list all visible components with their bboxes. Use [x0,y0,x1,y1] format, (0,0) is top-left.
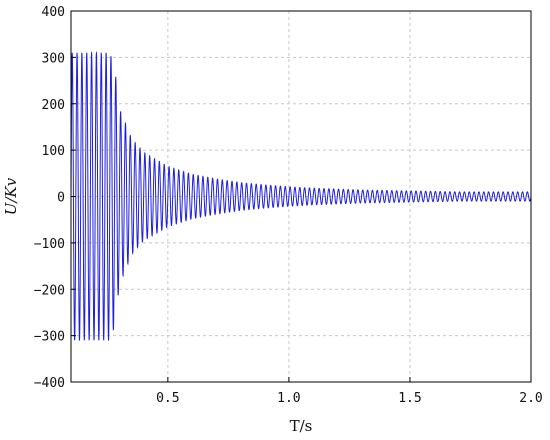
y-axis-label: U/Kv [2,177,20,215]
y-tick-labels: −400 −300 −200 −100 0 100 200 300 400 [34,5,65,391]
x-tick-labels: 0.5 1.0 1.5 2.0 [156,391,543,406]
x-tick-label: 1.5 [398,391,421,406]
y-tick-label: 0 [57,191,65,206]
x-tick-label: 2.0 [519,391,542,406]
y-tick-label: 300 [42,51,65,66]
y-tick-label: 100 [42,144,65,159]
y-tick-label: −200 [34,283,65,298]
series-line [70,51,532,341]
y-tick-label: −300 [34,330,65,345]
tick-marks [71,10,532,383]
x-axis-label: T/s [290,417,313,435]
y-tick-label: 400 [42,5,65,20]
x-tick-label: 1.0 [277,391,300,406]
y-tick-label: −400 [34,376,65,391]
y-tick-label: −100 [34,237,65,252]
x-tick-label: 0.5 [156,391,179,406]
y-tick-label: 200 [42,98,65,113]
